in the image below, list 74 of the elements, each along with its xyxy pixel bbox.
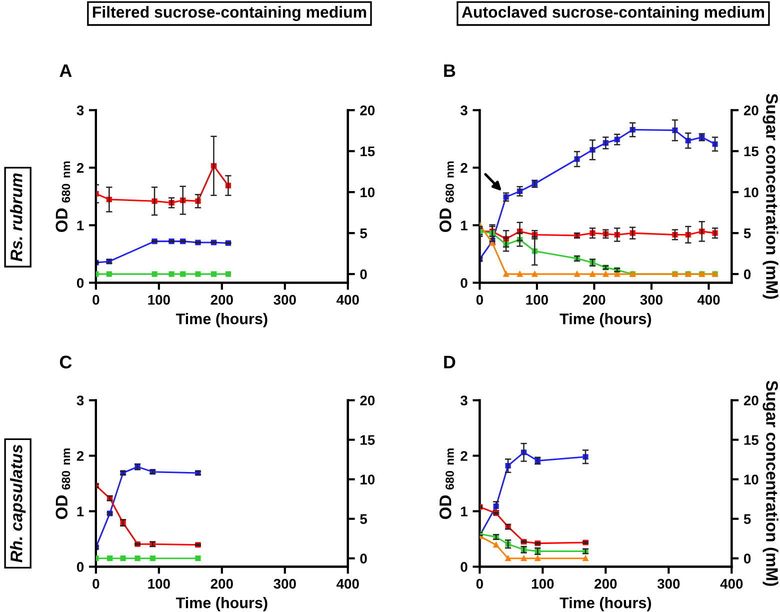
y-axis-title: OD $_{680 nm}$: [56, 448, 70, 520]
x-tick-label: 400: [336, 294, 359, 305]
x-tick-label: 0: [92, 294, 100, 305]
x-tick-label: 100: [148, 294, 170, 305]
x-tick-label: 200: [594, 578, 617, 589]
y-tick-label: 1: [461, 220, 468, 230]
y2-tick-label: 15: [744, 435, 759, 445]
y-tick-label: 0: [460, 278, 468, 288]
y2-tick-label: 10: [360, 187, 375, 198]
y2-tick-label: 5: [744, 228, 751, 238]
y-tick-label: 2: [76, 163, 84, 173]
y2-tick-label: 15: [360, 146, 375, 156]
y2-tick-label: 0: [360, 269, 367, 280]
chart-subtitle: Autoclaved sucrose-containing medium: [462, 6, 764, 21]
y-tick-label: 2: [460, 451, 468, 461]
x-tick-label: 300: [657, 578, 680, 589]
y-tick-label: 0: [76, 278, 84, 288]
y-tick-label: 0: [460, 562, 468, 572]
y2-tick-label: 5: [744, 514, 751, 524]
y2-tick-label: 20: [360, 396, 375, 406]
x-tick-label: 200: [210, 294, 233, 305]
y-tick-label: 2: [76, 451, 84, 461]
x-tick-label: 0: [92, 578, 100, 589]
y-tick-label: 1: [77, 506, 84, 516]
chart-title: A: [60, 64, 72, 77]
y2-tick-label: 5: [360, 514, 368, 524]
x-tick-label: 100: [148, 578, 170, 589]
y2-tick-label: 10: [744, 187, 758, 198]
x-tick-label: 0: [476, 578, 483, 589]
x-tick-label: 200: [583, 294, 606, 305]
y-axis-title: OD $_{680 nm}$: [439, 448, 454, 520]
x-tick-label: 200: [210, 578, 233, 589]
x-tick-label: 400: [720, 578, 743, 589]
y2-tick-label: 20: [744, 396, 758, 406]
y-tick-label: 1: [461, 506, 468, 516]
y-axis-title: OD $_{680 nm}$: [56, 161, 70, 232]
x-tick-label: 100: [532, 578, 554, 589]
y-tick-label: 3: [76, 396, 84, 406]
y-tick-label: 3: [460, 105, 468, 116]
y-tick-label: 0: [76, 562, 84, 572]
y-tick-label: 3: [76, 105, 84, 116]
chart-subtitle: Filtered sucrose-containing medium: [92, 6, 366, 21]
x-tick-label: 300: [640, 294, 662, 305]
x-axis-title: Time (hours): [176, 313, 268, 328]
y-tick-label: 1: [77, 220, 84, 230]
y2-tick-label: 0: [360, 554, 367, 564]
x-tick-label: 400: [336, 578, 359, 589]
text: Rs. rubrum: [10, 173, 22, 262]
y2-tick-label: 10: [360, 474, 375, 484]
y-axis-title: OD $_{680 nm}$: [439, 161, 454, 232]
x-axis-title: Time (hours): [560, 313, 652, 328]
chart-title: B: [444, 64, 456, 77]
x-tick-label: 400: [697, 294, 720, 305]
x-axis-title: Time (hours): [176, 597, 268, 612]
x-tick-label: 300: [274, 578, 296, 589]
y2-tick-label: 20: [360, 105, 375, 116]
y2-tick-label: 15: [360, 435, 375, 445]
x-axis-title: Time (hours): [560, 597, 652, 612]
y2-tick-label: 10: [744, 474, 758, 484]
chart-title: C: [60, 356, 72, 368]
y2-axis-title: Sugar concentration (mM): [762, 94, 778, 299]
chart-title: D: [444, 356, 456, 368]
y2-tick-label: 15: [744, 146, 759, 156]
y-tick-label: 3: [460, 396, 468, 406]
x-tick-label: 300: [274, 294, 296, 305]
y2-tick-label: 5: [360, 228, 368, 238]
y2-tick-label: 0: [744, 554, 751, 564]
y2-tick-label: 0: [744, 269, 751, 280]
y2-axis-title: Sugar concentration (mM): [762, 380, 778, 586]
text: Rh. capsulatus: [10, 444, 26, 562]
y-tick-label: 2: [460, 163, 468, 173]
x-tick-label: 0: [476, 294, 483, 305]
y2-tick-label: 20: [744, 105, 758, 116]
x-tick-label: 100: [526, 294, 548, 305]
